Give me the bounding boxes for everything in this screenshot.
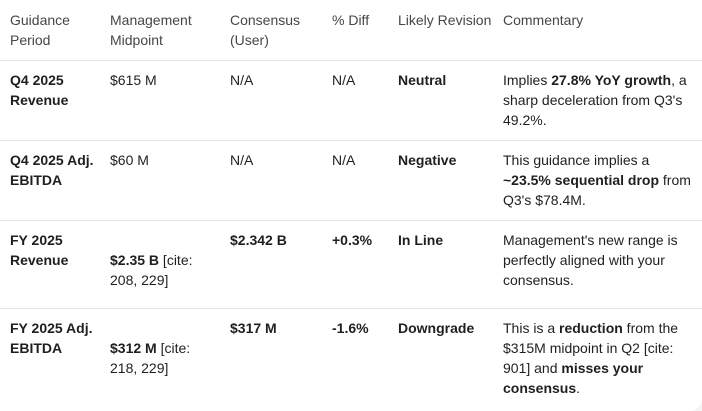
cell-midpoint: $60 M (100, 141, 220, 221)
commentary-text: from the $315M midpoint in Q2 [cite: 901… (503, 320, 679, 376)
cell-consensus-text: N/A (230, 152, 254, 168)
header-likely-revision: Likely Revision (398, 12, 492, 28)
cell-period: Q4 2025 Adj. EBITDA (0, 141, 100, 221)
cell-revision: Downgrade (388, 309, 493, 409)
cell-revision-text: In Line (398, 232, 444, 248)
cell-midpoint: $312 M [cite: 218, 229] (100, 309, 220, 409)
cell-consensus: $317 M (220, 309, 322, 409)
commentary-emphasis: ~23.5% sequential drop (503, 172, 659, 188)
cell-diff: N/A (322, 141, 388, 221)
cell-period-text: FY 2025 Revenue (10, 232, 69, 268)
cell-period: FY 2025 Adj. EBITDA (0, 309, 100, 409)
header-consensus: Consensus (User) (230, 12, 301, 48)
cell-period: FY 2025 Revenue (0, 221, 100, 309)
cell-midpoint-content: $615 M (110, 70, 220, 90)
cell-diff: N/A (322, 61, 388, 141)
cell-diff-text: -1.6% (332, 320, 369, 336)
cell-midpoint: $615 M (100, 61, 220, 141)
cell-consensus: $2.342 B (220, 221, 322, 309)
midpoint-cite: [cite: 218, 229] (110, 340, 191, 376)
commentary-text: This is a (503, 320, 560, 336)
cell-commentary: This guidance implies a ~23.5% sequentia… (493, 141, 702, 221)
midpoint-value: $312 M (110, 340, 157, 356)
cell-revision: In Line (388, 221, 493, 309)
cell-commentary: This is a reduction from the $315M midpo… (493, 309, 702, 409)
header-guidance-period: Guidance Period (10, 12, 70, 48)
cell-diff: -1.6% (322, 309, 388, 409)
table-row: Q4 2025 Revenue $615 M N/A N/A Neutral Implie… (0, 60, 702, 141)
cell-period-text: FY 2025 Adj. EBITDA (10, 320, 93, 356)
cell-consensus-text: $317 M (230, 320, 277, 336)
cell-commentary: Management's new range is perfectly alig… (493, 221, 702, 309)
cell-diff-text: N/A (332, 152, 356, 168)
cell-midpoint-content: $60 M (110, 150, 220, 170)
midpoint-cite: [cite: 208, 229] (110, 252, 193, 288)
cell-consensus: N/A (220, 61, 322, 141)
commentary-text: from Q3's $78.4M. (503, 172, 691, 208)
commentary-text: This guidance implies a (503, 152, 650, 168)
cell-diff-text: +0.3% (332, 232, 373, 248)
cell-revision-text: Neutral (398, 72, 447, 88)
commentary-text: , a sharp deceleration from Q3's 49.2%. (503, 72, 687, 128)
cell-diff: +0.3% (322, 221, 388, 309)
cell-revision-text: Downgrade (398, 320, 475, 336)
cell-consensus: N/A (220, 141, 322, 221)
midpoint-value: $60 M (110, 152, 149, 168)
commentary-text: . (576, 380, 581, 396)
cell-midpoint-content: $312 M [cite: 218, 229] (110, 318, 220, 378)
midpoint-value: $615 M (110, 72, 157, 88)
commentary-text: Implies (503, 72, 552, 88)
table-row: Q4 2025 Adj. EBITDA $60 M N/A N/A Negative Th… (0, 140, 702, 221)
header-commentary: Commentary (503, 12, 584, 28)
commentary-emphasis: misses your consensus (503, 360, 644, 396)
midpoint-value: $2.35 B (110, 252, 160, 268)
cell-diff-text: N/A (332, 72, 356, 88)
cell-revision: Neutral (388, 61, 493, 141)
commentary-text: Management's new range is perfectly alig… (503, 232, 678, 288)
cell-revision-text: Negative (398, 152, 457, 168)
cell-consensus-text: N/A (230, 72, 254, 88)
header-pct-diff: % Diff (332, 12, 370, 28)
header-management-midpoint: Management Midpoint (110, 12, 192, 48)
cell-consensus-text: $2.342 B (230, 232, 287, 248)
cell-revision: Negative (388, 141, 493, 221)
table-header-row: Guidance Period Management Midpoint Cons… (0, 0, 702, 61)
cell-period-text: Q4 2025 Revenue (10, 72, 69, 108)
commentary-emphasis: 27.8% YoY growth (551, 72, 672, 88)
cell-period: Q4 2025 Revenue (0, 61, 100, 141)
cell-midpoint: $2.35 B [cite: 208, 229] (100, 221, 220, 309)
table-row: FY 2025 Adj. EBITDA $312 M [cite: 218, 22… (0, 308, 702, 409)
cell-commentary: Implies 27.8% YoY growth, a sharp decele… (493, 61, 702, 141)
cell-period-text: Q4 2025 Adj. EBITDA (10, 152, 94, 188)
table-row: FY 2025 Revenue $2.35 B [cite: 208, 229] $… (0, 220, 702, 309)
commentary-emphasis: reduction (559, 320, 623, 336)
cell-midpoint-content: $2.35 B [cite: 208, 229] (110, 230, 220, 290)
